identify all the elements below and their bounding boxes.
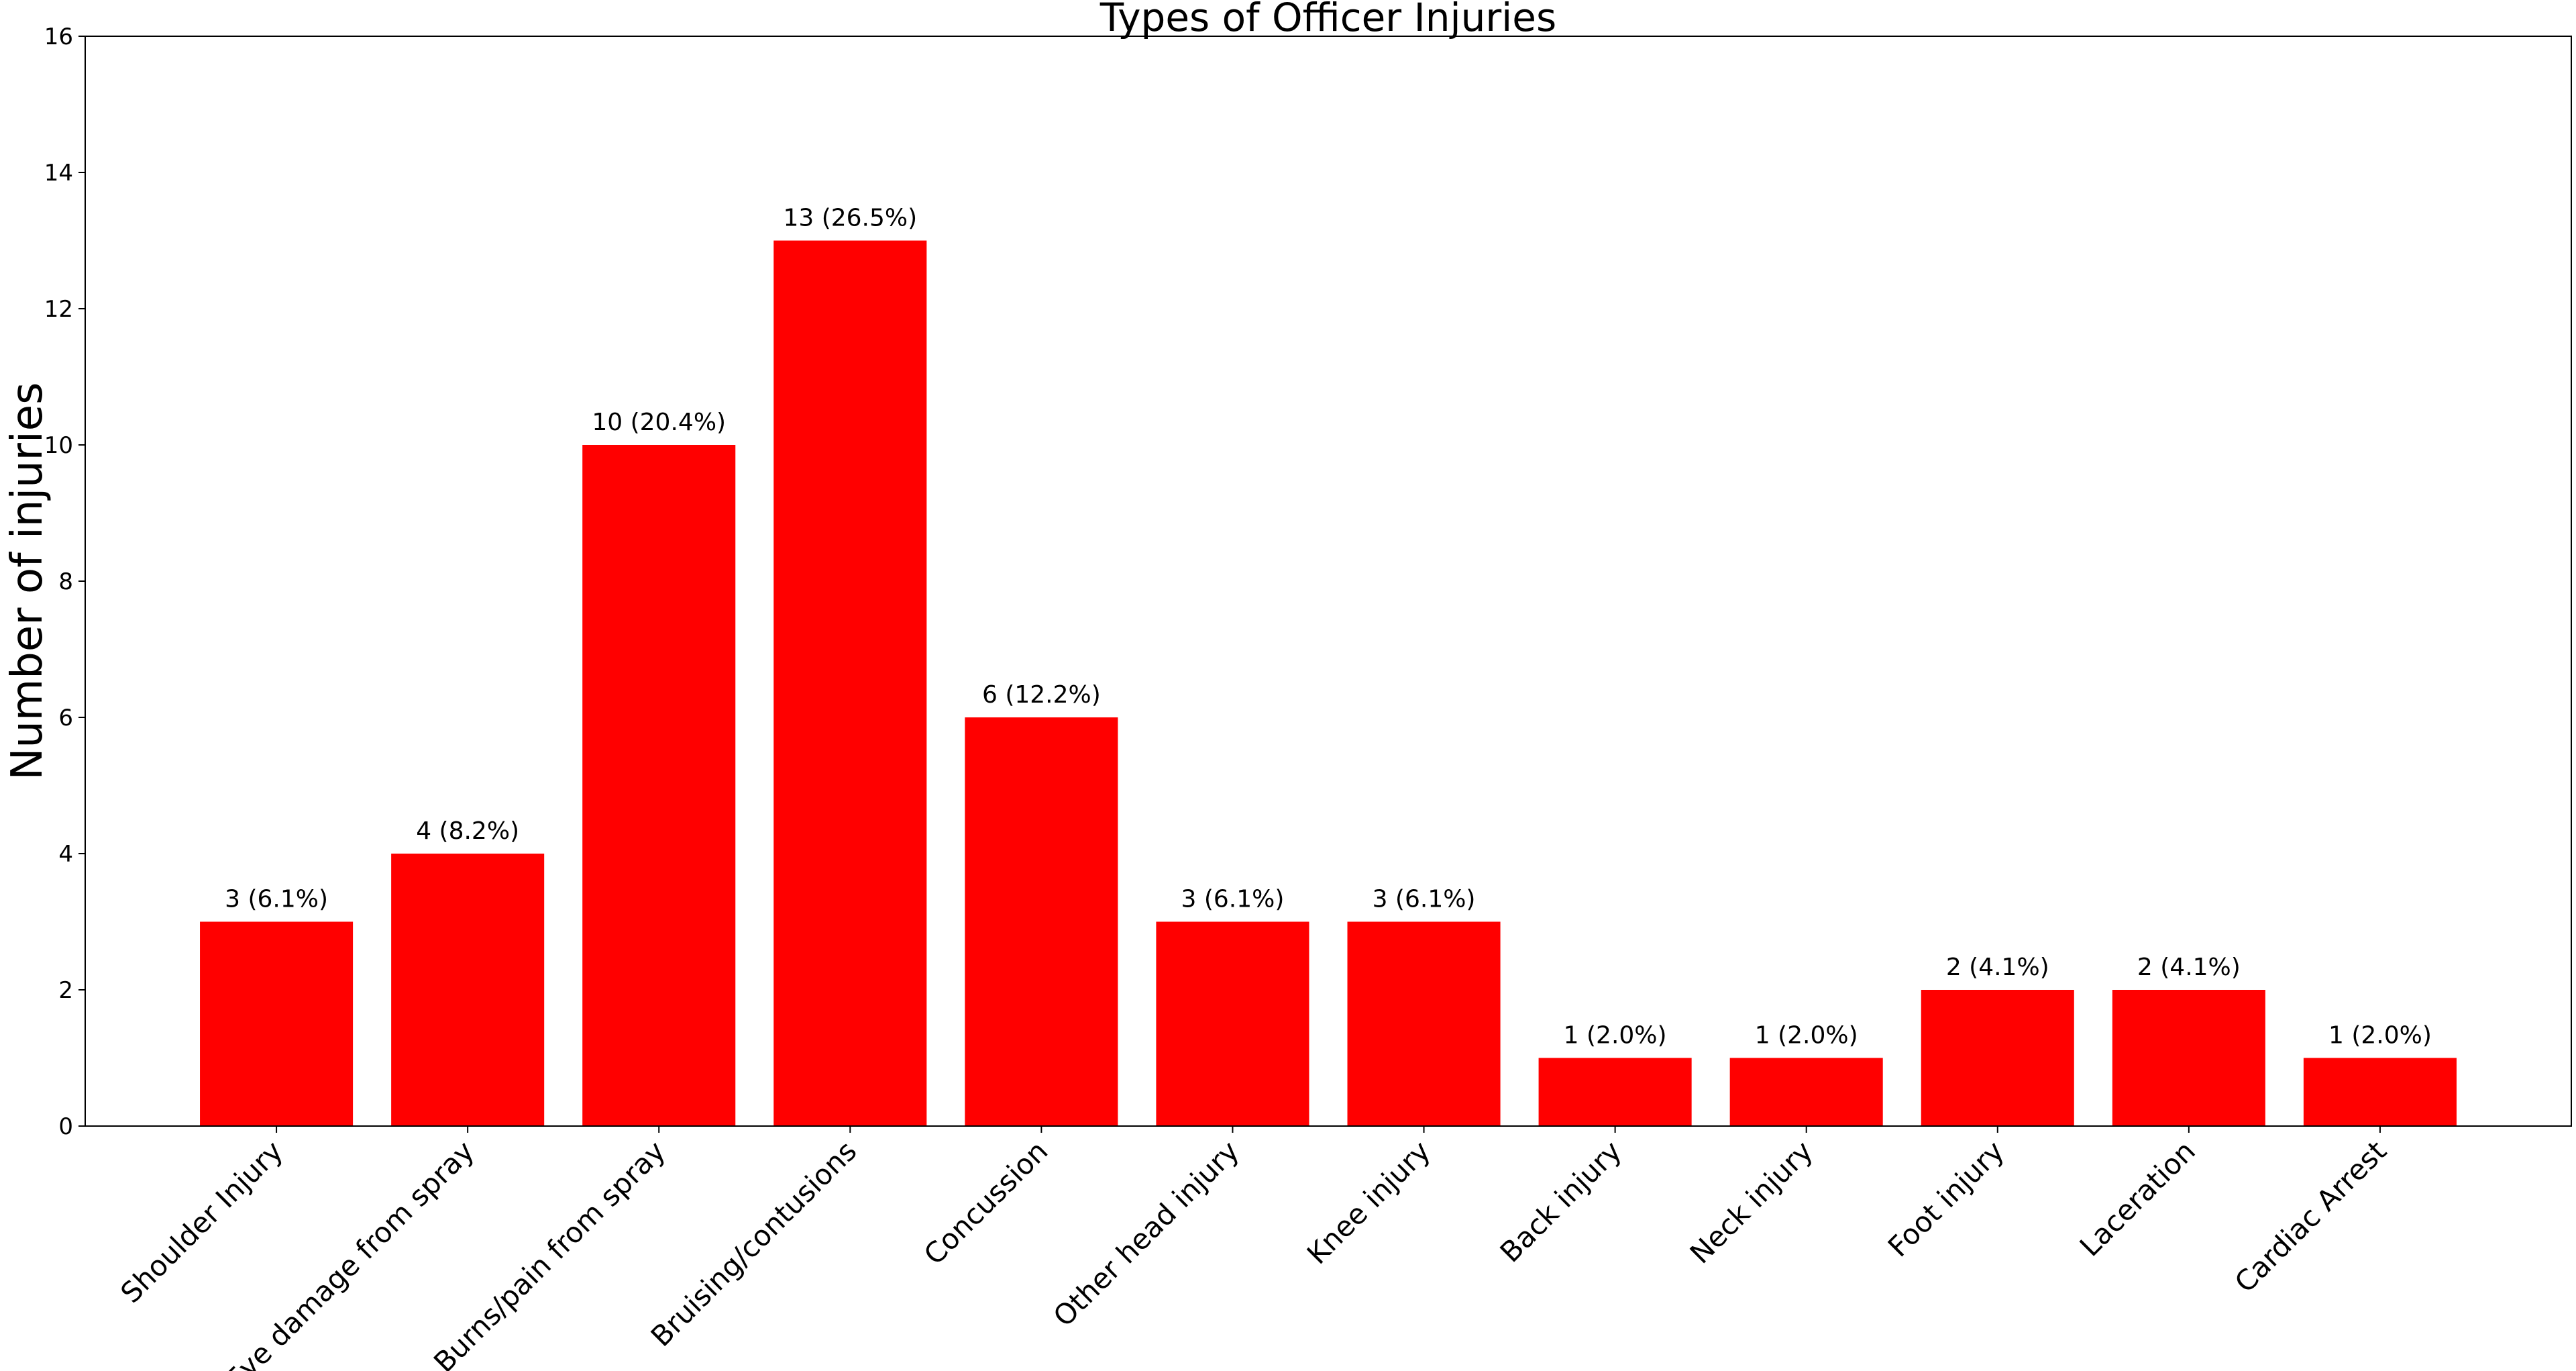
bar: [391, 854, 545, 1126]
bar: [1921, 990, 2074, 1126]
x-tick-label: Foot injury: [1882, 1134, 2010, 1263]
y-tick-label: 12: [44, 296, 73, 323]
bar: [1347, 921, 1501, 1126]
bar: [1156, 921, 1309, 1126]
value-label: 2 (4.1%): [2137, 954, 2241, 981]
value-label: 3 (6.1%): [1181, 886, 1285, 913]
bar: [200, 921, 354, 1126]
y-tick-label: 14: [44, 160, 73, 187]
x-tick-label: Concussion: [918, 1134, 1055, 1271]
y-tick-label: 8: [58, 568, 73, 595]
value-label: 1 (2.0%): [2328, 1022, 2432, 1050]
bar: [1538, 1058, 1692, 1126]
value-label: 6 (12.2%): [982, 681, 1101, 709]
value-label: 2 (4.1%): [1946, 954, 2049, 981]
x-tick-label: Bruising/contusions: [645, 1134, 863, 1353]
y-tick-label: 6: [58, 705, 73, 731]
chart-title: Types of Officer Injuries: [1099, 0, 1556, 40]
bar: [773, 240, 927, 1126]
bar: [582, 445, 736, 1126]
y-tick-label: 10: [44, 432, 73, 459]
x-tick-label: Cardiac Arrest: [2229, 1134, 2393, 1299]
value-label: 4 (8.2%): [416, 817, 519, 845]
y-tick-label: 16: [44, 23, 73, 50]
bar: [1729, 1058, 1883, 1126]
value-label: 10 (20.4%): [592, 409, 726, 436]
x-tick-label: Shoulder Injury: [114, 1134, 289, 1309]
value-label: 3 (6.1%): [225, 886, 328, 913]
value-label: 1 (2.0%): [1564, 1022, 1667, 1050]
value-label: 13 (26.5%): [783, 205, 917, 232]
bar: [2303, 1058, 2457, 1126]
y-tick-label: 2: [58, 977, 73, 1004]
bar: [2112, 990, 2265, 1126]
y-tick-label: 0: [58, 1113, 73, 1140]
x-tick-label: Other head injury: [1047, 1134, 1246, 1333]
y-tick-label: 4: [58, 841, 73, 868]
value-label: 1 (2.0%): [1755, 1022, 1858, 1050]
x-tick-label: Laceration: [2074, 1134, 2202, 1262]
x-tick-label: Back injury: [1494, 1134, 1628, 1268]
axes-frame: [85, 36, 2572, 1127]
x-tick-label: Neck injury: [1684, 1134, 1819, 1270]
x-tick-label: Knee injury: [1301, 1134, 1437, 1270]
y-axis-label: Number of injuries: [3, 383, 52, 780]
bar: [965, 717, 1118, 1126]
value-label: 3 (6.1%): [1373, 886, 1476, 913]
